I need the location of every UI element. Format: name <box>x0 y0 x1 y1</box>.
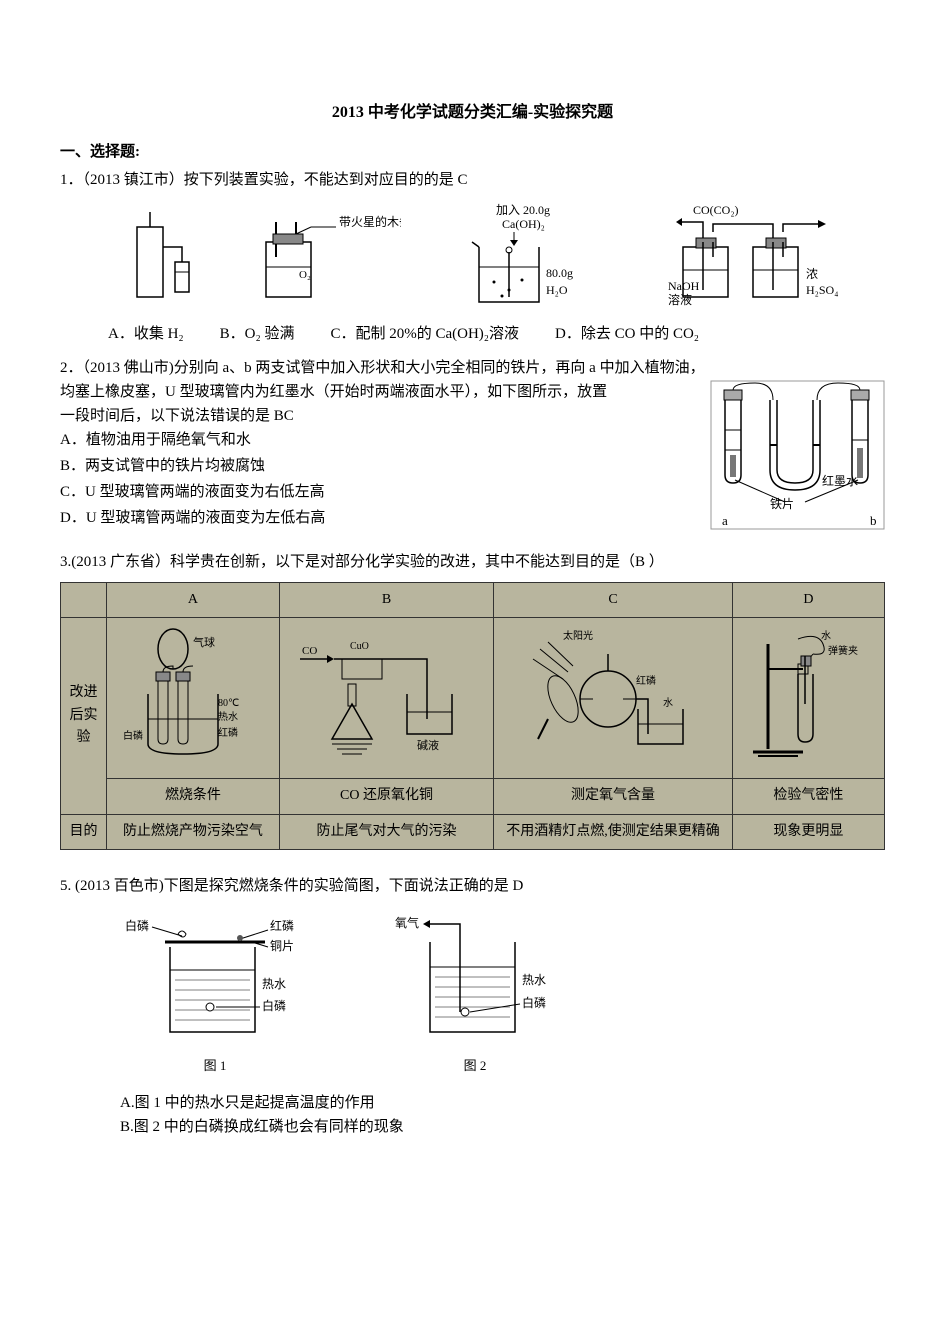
svg-text:热水: 热水 <box>262 977 286 991</box>
tbl-cell-d-img: 水 弹簧夹 <box>732 617 884 778</box>
tbl-cell-a-img: 气球 80℃ 热水 白磷 红磷 <box>107 617 280 778</box>
svg-text:CO: CO <box>302 645 317 657</box>
q1-stem: 1．（2013 镇江市）按下列装置实验，不能达到对应目的的是 C <box>60 168 885 192</box>
svg-text:热水: 热水 <box>218 710 238 723</box>
q2-opt-d: D．U 型玻璃管两端的液面变为左低右高 <box>60 506 700 530</box>
q2-line3: 一段时间后，以下说法错误的是 BC <box>60 404 700 428</box>
tbl-row1-label: 改进后实验 <box>61 617 107 814</box>
tbl-cell-c-img: 太阳光 红磷 水 <box>494 617 733 778</box>
svg-text:H₂O: H₂O <box>546 283 568 297</box>
svg-text:热水: 热水 <box>522 973 546 987</box>
svg-text:NaOH: NaOH <box>668 279 700 293</box>
tbl-r1-d: 检验气密性 <box>732 779 884 814</box>
q1-opt-d: D．除去 CO 中的 CO₂ <box>555 322 699 346</box>
tbl-h-d: D <box>732 582 884 617</box>
q5-fig1-cap: 图 1 <box>204 1056 227 1077</box>
svg-text:铁片: 铁片 <box>770 497 794 511</box>
tbl-r2-c: 不用酒精灯点燃,使测定结果更精确 <box>494 814 733 849</box>
q1-dia-d: CO(CO₂) NaOH 溶液 浓 H₂SO₄ <box>648 202 858 312</box>
tbl-r1-c: 测定氧气含量 <box>494 779 733 814</box>
q1-dia-a <box>127 212 197 312</box>
q1-opt-c: C．配制 20%的 Ca(OH)₂溶液 <box>330 322 519 346</box>
tbl-cell-b-img: CO CuO 碱液 <box>279 617 493 778</box>
q1-opt-b: B．O₂ 验满 <box>220 322 295 346</box>
svg-text:气球: 气球 <box>193 635 215 649</box>
q2-opt-b: B．两支试管中的铁片均被腐蚀 <box>60 454 700 478</box>
q5-figures: 白磷 红磷 铜片 热水 白磷 图 1 氧气 <box>120 912 885 1077</box>
svg-text:b: b <box>870 513 877 528</box>
svg-text:Ca(OH)₂: Ca(OH)₂ <box>502 217 545 231</box>
q1-svg-c: 加入 20.0g Ca(OH)₂ 80.0g H₂O <box>454 202 594 312</box>
tbl-h-a: A <box>107 582 280 617</box>
svg-text:白磷: 白磷 <box>262 998 286 1013</box>
svg-text:红磷: 红磷 <box>270 918 294 933</box>
svg-text:白磷: 白磷 <box>123 729 143 742</box>
svg-text:太阳光: 太阳光 <box>563 629 593 642</box>
tbl-r2-a: 防止燃烧产物污染空气 <box>107 814 280 849</box>
q5-opt-a: A.图 1 中的热水只是起提高温度的作用 <box>120 1091 885 1115</box>
svg-text:CO(CO₂): CO(CO₂) <box>693 203 739 217</box>
q1-opt-a: A．收集 H₂ <box>108 322 184 346</box>
q2-line1: 2．（2013 佛山市)分别向 a、b 两支试管中加入形状和大小完全相同的铁片，… <box>60 356 885 380</box>
svg-text:白磷: 白磷 <box>125 918 149 933</box>
q1-svg-b: O₂ 带火星的木条 <box>251 212 401 312</box>
q2-opt-c: C．U 型玻璃管两端的液面变为右低左高 <box>60 480 700 504</box>
o2-label: O₂ <box>299 269 311 281</box>
svg-text:80℃: 80℃ <box>218 698 239 709</box>
q1-dia-c: 加入 20.0g Ca(OH)₂ 80.0g H₂O <box>454 202 594 312</box>
tbl-h-b: B <box>279 582 493 617</box>
svg-text:加入 20.0g: 加入 20.0g <box>496 203 550 217</box>
svg-text:水: 水 <box>821 630 831 642</box>
page-title: 2013 中考化学试题分类汇编-实验探究题 <box>60 100 885 126</box>
svg-text:80.0g: 80.0g <box>546 266 573 280</box>
tbl-r1-a: 燃烧条件 <box>107 779 280 814</box>
q5-fig2: 氧气 热水 白磷 图 2 <box>390 912 560 1077</box>
q1-options: A．收集 H₂ B．O₂ 验满 C．配制 20%的 Ca(OH)₂溶液 D．除去… <box>108 322 885 346</box>
tbl-row2-label: 目的 <box>61 814 107 849</box>
tbl-h-c: C <box>494 582 733 617</box>
q5-fig1: 白磷 红磷 铜片 热水 白磷 图 1 <box>120 912 310 1077</box>
svg-text:红墨水: 红墨水 <box>822 473 858 488</box>
q1-svg-d: CO(CO₂) NaOH 溶液 浓 H₂SO₄ <box>648 202 858 312</box>
svg-text:溶液: 溶液 <box>668 292 692 307</box>
section-heading: 一、选择题: <box>60 140 885 164</box>
svg-text:H₂SO₄: H₂SO₄ <box>806 283 838 297</box>
q2-opt-a: A．植物油用于隔绝氧气和水 <box>60 428 700 452</box>
q1-dia-b: O₂ 带火星的木条 <box>251 212 401 312</box>
svg-text:CuO: CuO <box>350 641 369 652</box>
svg-text:铜片: 铜片 <box>270 938 294 953</box>
q1-svg-a <box>127 212 197 312</box>
q3-table: A B C D 改进后实验 气球 80℃ 热水 白磷 红磷 <box>60 582 885 851</box>
q5-stem: 5. (2013 百色市)下图是探究燃烧条件的实验简图，下面说法正确的是 D <box>60 874 885 898</box>
svg-text:红磷: 红磷 <box>218 726 238 739</box>
svg-text:a: a <box>722 513 728 528</box>
stick-label: 带火星的木条 <box>339 214 401 229</box>
svg-text:弹簧夹: 弹簧夹 <box>828 644 858 657</box>
tbl-r1-b: CO 还原氧化铜 <box>279 779 493 814</box>
tbl-r2-b: 防止尾气对大气的污染 <box>279 814 493 849</box>
q3-stem: 3.(2013 广东省）科学贵在创新，以下是对部分化学实验的改进，其中不能达到目… <box>60 550 885 574</box>
tbl-r2-d: 现象更明显 <box>732 814 884 849</box>
svg-text:氧气: 氧气 <box>395 915 419 930</box>
svg-text:浓: 浓 <box>806 267 818 281</box>
q5-fig2-cap: 图 2 <box>464 1056 487 1077</box>
svg-text:水: 水 <box>663 697 673 709</box>
svg-text:白磷: 白磷 <box>522 995 546 1010</box>
q1-diagrams: O₂ 带火星的木条 加入 20.0g Ca(OH)₂ 80.0g H₂O CO(… <box>100 202 885 312</box>
q2-diagram: 红墨水 铁片 a b <box>710 380 885 538</box>
q2-line2: 均塞上橡皮塞，U 型玻璃管内为红墨水（开始时两端液面水平），如下图所示，放置 <box>60 380 700 404</box>
svg-text:碱液: 碱液 <box>417 738 439 752</box>
svg-text:红磷: 红磷 <box>636 674 656 687</box>
q5-opt-b: B.图 2 中的白磷换成红磷也会有同样的现象 <box>120 1115 885 1139</box>
